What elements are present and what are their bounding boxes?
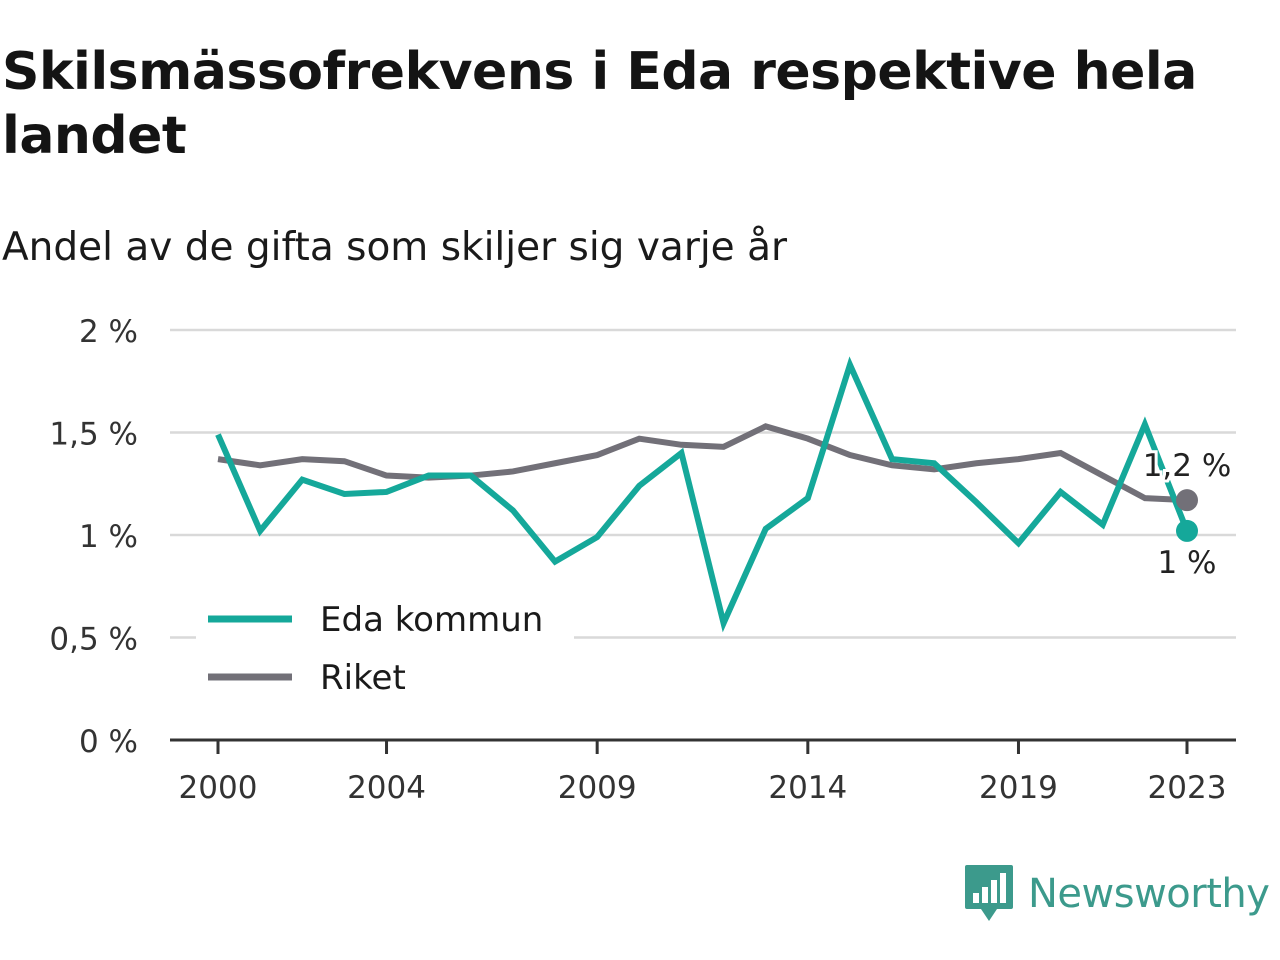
y-tick-label: 1,5 % [49,417,138,453]
series-lines [215,356,1190,633]
legend: Eda kommun Riket [196,592,574,710]
chart-title: Skilsmässofrekvens i Eda respektive hela… [2,42,1197,166]
x-tick-label: 2023 [1148,770,1227,806]
end-point-riket [1176,489,1198,512]
legend-label: Eda kommun [320,600,543,640]
legend-label: Riket [320,658,406,698]
brand: Newsworthy [964,862,1270,926]
y-tick-label: 1 % [79,519,138,555]
end-markers: 1,2 % 1 % [1140,445,1235,584]
series-line-eda [215,356,1190,633]
series-line-riket [217,423,1188,504]
newsworthy-logo-icon [965,865,1013,921]
y-tick-label: 0,5 % [49,622,138,658]
x-tick-label: 2004 [347,770,426,806]
y-axis: 0 % 0,5 % 1 % 1,5 % 2 % [49,314,138,760]
end-point-eda [1176,519,1198,542]
x-tick-label: 2014 [768,770,847,806]
chart-subtitle: Andel av de gifta som skiljer sig varje … [2,225,788,270]
x-tick-label: 2019 [979,770,1058,806]
line-chart: 0 % 0,5 % 1 % 1,5 % 2 % 2000 2004 2009 2014 2019… [49,314,1236,806]
legend-background [196,592,574,710]
x-tick-label: 2000 [179,770,258,806]
grid [170,328,1236,639]
x-tick-label: 2009 [558,770,637,806]
brand-name: Newsworthy [1028,871,1270,917]
x-axis: 2000 2004 2009 2014 2019 2023 [170,738,1236,806]
y-tick-label: 2 % [79,314,138,350]
y-tick-label: 0 % [79,724,138,760]
end-label-eda: 1 % [1157,545,1216,581]
end-label-riket: 1,2 % [1143,448,1232,484]
